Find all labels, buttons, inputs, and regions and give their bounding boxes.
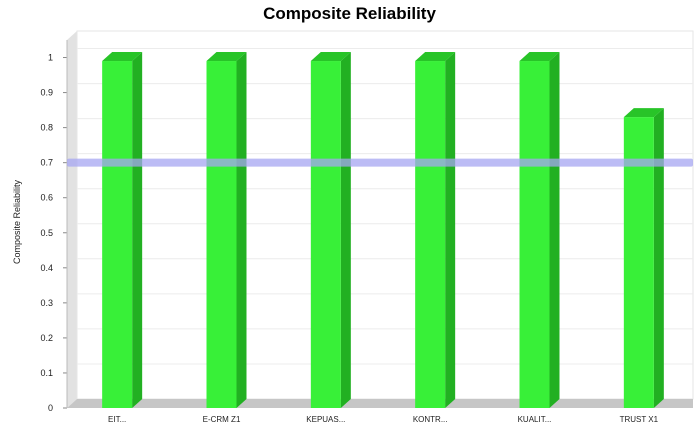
bar-top xyxy=(206,52,247,62)
bars xyxy=(102,52,664,409)
bar xyxy=(206,61,237,409)
bar-top xyxy=(102,52,143,62)
bar-side xyxy=(132,52,143,409)
bar-side xyxy=(549,52,560,409)
y-tick-label: 0.4 xyxy=(40,263,53,273)
back-wall xyxy=(76,30,694,400)
x-tick-label: E-CRM Z1 xyxy=(203,415,241,424)
chart-title: Composite Reliability xyxy=(263,4,436,23)
y-tick-label: 1 xyxy=(48,53,53,63)
threshold-line xyxy=(67,158,693,167)
bar xyxy=(310,61,341,409)
y-tick-label: 0.8 xyxy=(40,123,53,133)
bar-side xyxy=(445,52,456,409)
bar-top xyxy=(415,52,456,62)
bar-side xyxy=(340,52,351,409)
grid-lines xyxy=(77,48,693,365)
y-axis: 0 0.1 0.2 0.3 0.4 0.5 0.6 0.7 0.8 0.9 1 xyxy=(40,40,68,413)
x-tick-label: EIT... xyxy=(108,415,126,424)
y-tick-label: 0.6 xyxy=(40,193,53,203)
plot-background xyxy=(67,30,694,408)
y-tick-label: 0.3 xyxy=(40,298,53,308)
bar xyxy=(415,61,446,409)
y-tick-label: 0.7 xyxy=(40,158,53,168)
threshold-band xyxy=(67,158,693,167)
x-tick-label: KEPUAS... xyxy=(306,415,345,424)
bar-top xyxy=(310,52,351,62)
bar-top xyxy=(623,108,664,118)
x-tick-label: KUALIT... xyxy=(518,415,552,424)
x-tick-label: TRUST X1 xyxy=(620,415,659,424)
y-tick-label: 0 xyxy=(48,403,53,413)
y-tick-label: 0.2 xyxy=(40,333,53,343)
bar-side xyxy=(236,52,247,409)
left-wall xyxy=(67,31,77,408)
bar xyxy=(519,61,550,409)
y-axis-title: Composite Reliability xyxy=(12,179,22,264)
y-tick-label: 0.5 xyxy=(40,228,53,238)
bar-side xyxy=(653,108,664,408)
y-tick-label: 0.9 xyxy=(40,88,53,98)
y-tick-label: 0.1 xyxy=(40,368,53,378)
bar-top xyxy=(519,52,560,62)
x-axis: EIT... E-CRM Z1 KEPUAS... KONTR... KUALIT...… xyxy=(108,415,659,424)
x-tick-label: KONTR... xyxy=(413,415,448,424)
bar xyxy=(102,61,133,409)
floor xyxy=(67,399,693,408)
